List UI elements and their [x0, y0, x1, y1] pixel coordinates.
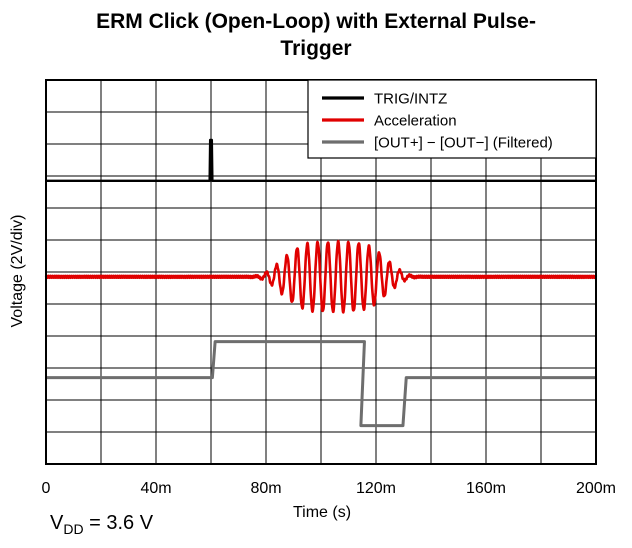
series-line-2 [44, 239, 598, 314]
x-tick-label: 0 [42, 480, 51, 497]
chart-title-line-2: Trigger [280, 37, 352, 60]
series-line-1 [46, 138, 596, 182]
supply-voltage-note: VDD = 3.6 V [50, 512, 153, 537]
legend-label-3: [OUT+] − [OUT−] (Filtered) [374, 135, 553, 152]
x-tick-label: 40m [140, 480, 171, 497]
chart-title-line-1: ERM Click (Open-Loop) with External Puls… [96, 10, 536, 33]
legend-label-2: Acceleration [374, 113, 457, 130]
x-tick-label: 120m [356, 480, 396, 497]
series-layer [44, 138, 598, 428]
x-tick-label: 200m [576, 480, 616, 497]
x-axis-label: Time (s) [292, 504, 352, 521]
vdd-value: = 3.6 V [83, 512, 154, 534]
vdd-subscript: DD [63, 521, 84, 537]
series-line-3 [46, 340, 596, 428]
vdd-symbol: V [50, 512, 64, 534]
y-axis-label: Voltage (2V/div) [9, 214, 26, 328]
legend: TRIG/INTZ Acceleration [OUT+] − [OUT−] (Fi… [307, 79, 597, 159]
x-tick-label: 160m [466, 480, 506, 497]
x-tick-label: 80m [250, 480, 281, 497]
legend-label-1: TRIG/INTZ [374, 91, 447, 108]
x-tick-labels: 0 40m 80m 120m 160m 200m [42, 480, 616, 497]
chart-title: ERM Click (Open-Loop) with External Puls… [0, 8, 632, 62]
